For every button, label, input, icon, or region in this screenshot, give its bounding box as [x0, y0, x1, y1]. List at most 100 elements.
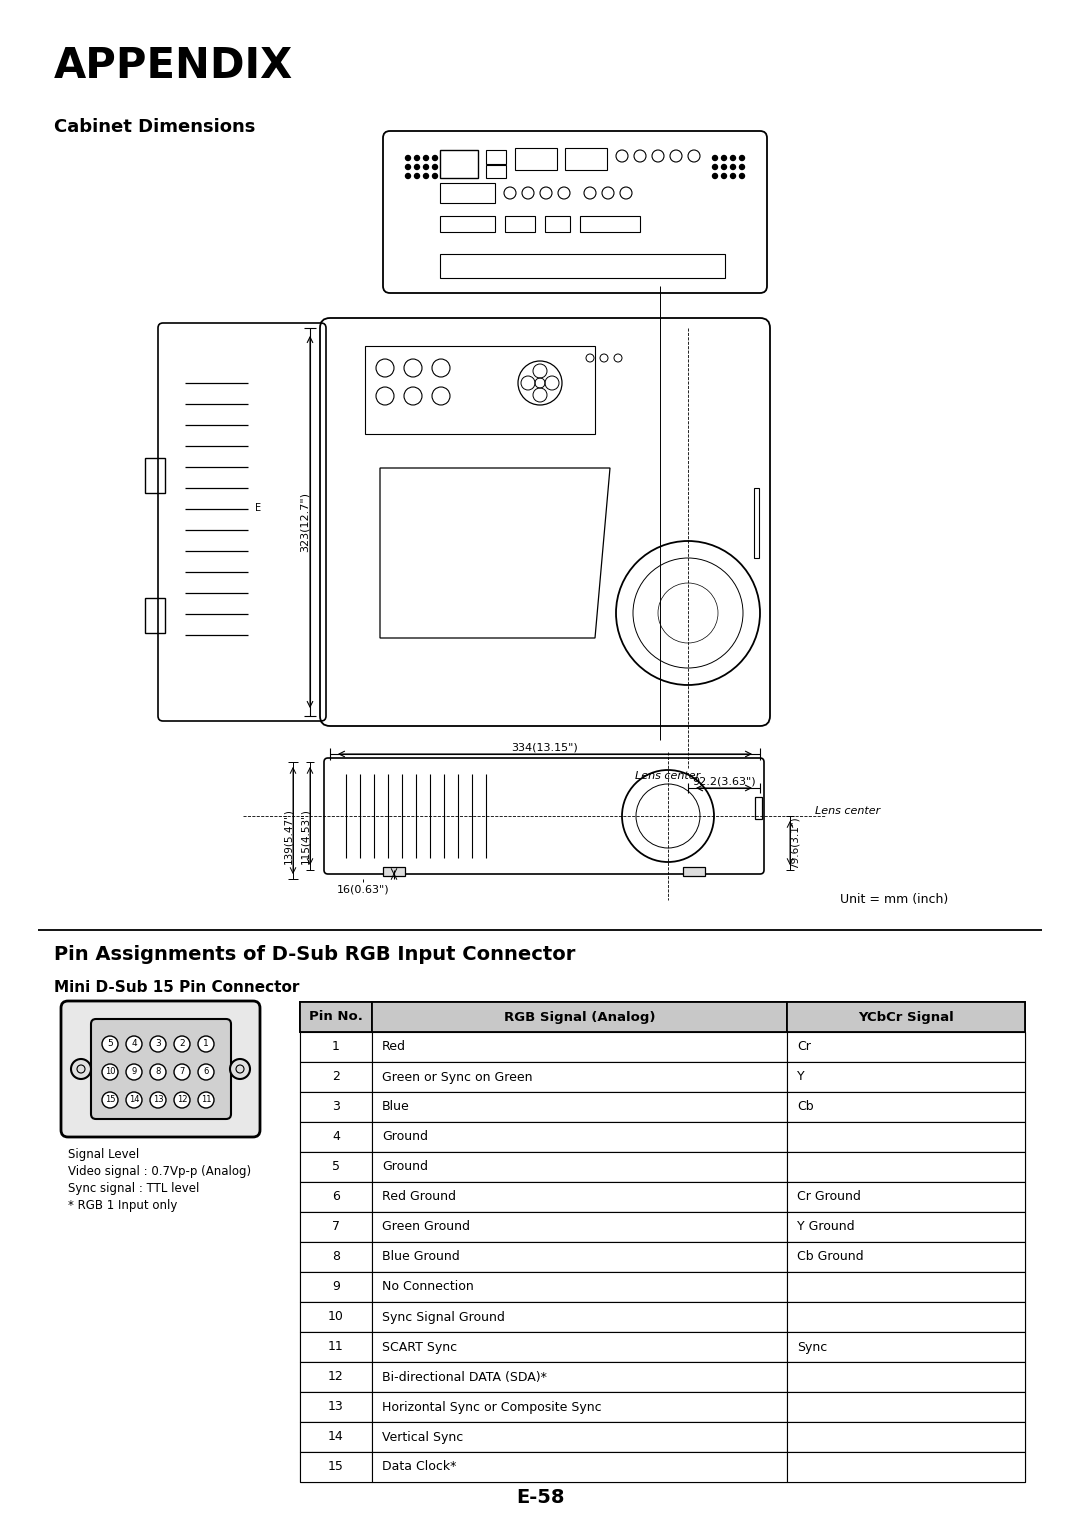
- Bar: [486, 165, 507, 179]
- Bar: [440, 253, 725, 278]
- Text: 12: 12: [177, 1096, 187, 1105]
- Text: Blue: Blue: [382, 1100, 409, 1114]
- Circle shape: [198, 1036, 214, 1051]
- Text: 7: 7: [179, 1068, 185, 1076]
- Bar: [300, 1093, 372, 1122]
- Bar: [300, 1363, 1025, 1392]
- Bar: [787, 1392, 1025, 1422]
- Circle shape: [730, 165, 735, 169]
- Circle shape: [415, 174, 419, 179]
- Circle shape: [730, 174, 735, 179]
- Text: Cb: Cb: [797, 1100, 813, 1114]
- Bar: [300, 1392, 1025, 1422]
- Bar: [300, 1422, 372, 1453]
- Bar: [300, 1152, 372, 1183]
- Bar: [787, 1332, 1025, 1363]
- Circle shape: [102, 1093, 118, 1108]
- Bar: [372, 1093, 787, 1122]
- Bar: [515, 148, 557, 169]
- Bar: [372, 1122, 787, 1152]
- Circle shape: [102, 1036, 118, 1051]
- Text: 4: 4: [131, 1039, 137, 1048]
- Circle shape: [423, 174, 429, 179]
- Circle shape: [721, 156, 727, 160]
- Circle shape: [174, 1093, 190, 1108]
- Text: Blue Ground: Blue Ground: [382, 1250, 460, 1264]
- Text: 14: 14: [129, 1096, 139, 1105]
- Text: Ground: Ground: [382, 1160, 428, 1173]
- Text: 1: 1: [203, 1039, 208, 1048]
- Bar: [300, 1093, 1025, 1122]
- Text: 2: 2: [332, 1071, 340, 1083]
- Circle shape: [415, 156, 419, 160]
- Circle shape: [432, 165, 437, 169]
- Circle shape: [740, 165, 744, 169]
- Bar: [300, 1122, 1025, 1152]
- Circle shape: [150, 1036, 166, 1051]
- Text: 323(12.7"): 323(12.7"): [300, 491, 310, 552]
- Bar: [300, 1332, 1025, 1363]
- Text: 2: 2: [179, 1039, 185, 1048]
- Text: 12: 12: [328, 1370, 343, 1384]
- Bar: [300, 1363, 372, 1392]
- Text: 5: 5: [107, 1039, 113, 1048]
- Text: Y: Y: [797, 1071, 805, 1083]
- Bar: [300, 1212, 1025, 1242]
- Circle shape: [721, 165, 727, 169]
- Bar: [565, 148, 607, 169]
- Text: 10: 10: [105, 1068, 116, 1076]
- Circle shape: [102, 1064, 118, 1080]
- Bar: [372, 1242, 787, 1273]
- Bar: [300, 1152, 1025, 1183]
- Text: Red Ground: Red Ground: [382, 1190, 456, 1204]
- Bar: [372, 1183, 787, 1212]
- Bar: [787, 1242, 1025, 1273]
- Bar: [372, 1273, 787, 1302]
- Text: YCbCr Signal: YCbCr Signal: [859, 1010, 954, 1024]
- Text: Sync signal : TTL level: Sync signal : TTL level: [68, 1183, 200, 1195]
- Bar: [372, 1152, 787, 1183]
- Bar: [372, 1003, 787, 1032]
- Text: 6: 6: [332, 1190, 340, 1204]
- Circle shape: [150, 1064, 166, 1080]
- Circle shape: [230, 1059, 249, 1079]
- Circle shape: [415, 165, 419, 169]
- Circle shape: [405, 174, 410, 179]
- Bar: [372, 1453, 787, 1482]
- Bar: [755, 797, 762, 819]
- Text: 79.6(3.1"): 79.6(3.1"): [789, 816, 800, 870]
- Bar: [440, 183, 495, 203]
- Bar: [787, 1152, 1025, 1183]
- Bar: [580, 217, 640, 232]
- Bar: [300, 1332, 372, 1363]
- Circle shape: [730, 156, 735, 160]
- Text: 8: 8: [332, 1250, 340, 1264]
- Text: Cr: Cr: [797, 1041, 811, 1053]
- Circle shape: [740, 174, 744, 179]
- Text: 3: 3: [156, 1039, 161, 1048]
- Bar: [300, 1212, 372, 1242]
- Circle shape: [198, 1064, 214, 1080]
- Text: 13: 13: [152, 1096, 163, 1105]
- Text: Green Ground: Green Ground: [382, 1221, 470, 1233]
- Bar: [300, 1453, 372, 1482]
- Text: 5: 5: [332, 1160, 340, 1173]
- Text: Cabinet Dimensions: Cabinet Dimensions: [54, 118, 255, 136]
- Text: 115(4.53"): 115(4.53"): [300, 809, 310, 864]
- Circle shape: [423, 156, 429, 160]
- Bar: [300, 1062, 372, 1093]
- Text: 9: 9: [132, 1068, 137, 1076]
- Text: Sync Signal Ground: Sync Signal Ground: [382, 1311, 504, 1323]
- Bar: [505, 217, 535, 232]
- Circle shape: [713, 156, 717, 160]
- Bar: [372, 1363, 787, 1392]
- Bar: [372, 1422, 787, 1453]
- Bar: [787, 1032, 1025, 1062]
- Bar: [787, 1422, 1025, 1453]
- Bar: [300, 1273, 1025, 1302]
- Text: Cr Ground: Cr Ground: [797, 1190, 861, 1204]
- Bar: [545, 217, 570, 232]
- Text: Pin No.: Pin No.: [309, 1010, 363, 1024]
- Text: Lens center: Lens center: [635, 771, 701, 781]
- Text: Horizontal Sync or Composite Sync: Horizontal Sync or Composite Sync: [382, 1401, 602, 1413]
